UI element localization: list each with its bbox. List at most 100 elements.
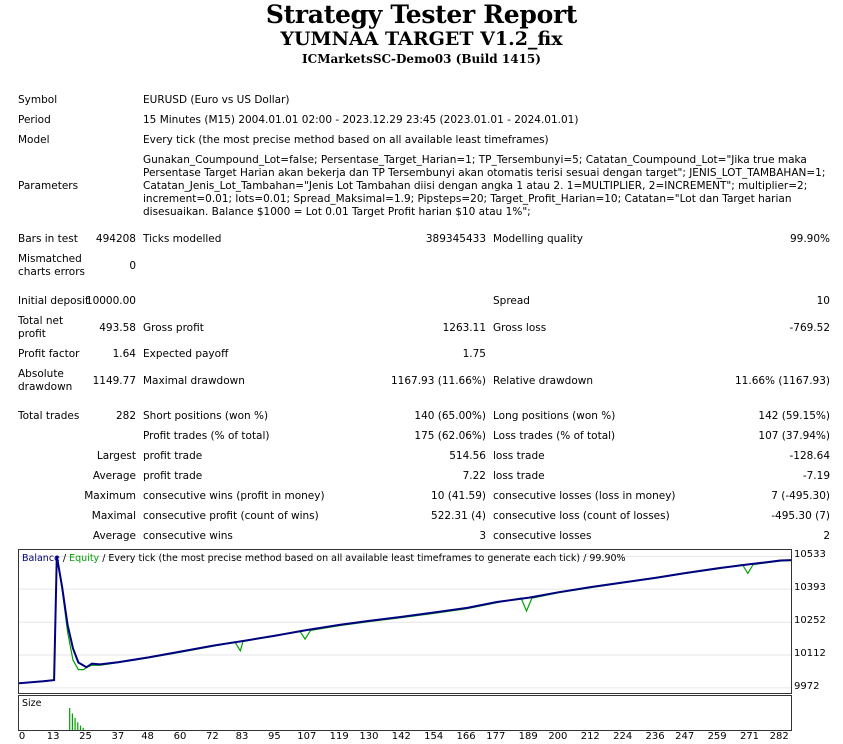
mq-value: 99.90% — [789, 233, 830, 245]
mq-label: Modelling quality — [493, 233, 583, 245]
model-value: Every tick (the most precise method base… — [143, 134, 549, 146]
size-chart-svg — [69, 708, 84, 730]
legend-equity: Equity — [69, 553, 100, 564]
size-bar — [69, 708, 71, 730]
maximal-cons-profit-value: 522.31 (4) — [431, 510, 486, 522]
x-tick-label: 166 — [456, 731, 476, 742]
y-tick-label: 9972 — [794, 680, 820, 692]
largest-profit-value: 514.56 — [449, 450, 486, 462]
x-tick-label: 200 — [548, 731, 568, 742]
balance-chart-svg — [19, 555, 791, 689]
ticks-label: Ticks modelled — [143, 233, 222, 245]
size-bar — [71, 713, 73, 730]
short-positions-value: 140 (65.00%) — [414, 410, 486, 422]
x-tick-label: 119 — [329, 731, 349, 742]
size-chart: Size — [18, 695, 792, 731]
legend-balance: Balance — [22, 553, 60, 564]
profit-factor-label: Profit factor — [18, 348, 80, 360]
avg-cons-wins-label: consecutive wins — [143, 530, 233, 542]
size-bar — [79, 725, 82, 730]
report-title: Strategy Tester Report — [265, 0, 578, 29]
profit-factor-value: 1.64 — [112, 348, 136, 360]
x-tick-label: 0 — [18, 731, 26, 742]
average-label: Average — [92, 470, 136, 482]
x-tick-label: 37 — [111, 731, 125, 742]
symbol-value: EURUSD (Euro vs US Dollar) — [143, 94, 290, 106]
long-positions-label: Long positions (won %) — [493, 410, 616, 422]
legend-description: / Every tick (the most precise method ba… — [99, 553, 626, 564]
size-bar — [77, 722, 79, 730]
parameters-value: Gunakan_Coumpound_Lot=false; Persentase_… — [143, 154, 826, 218]
average-loss-label: loss trade — [493, 470, 545, 482]
loss-trades-label: Loss trades (% of total) — [493, 430, 616, 442]
long-positions-value: 142 (59.15%) — [758, 410, 830, 422]
max-cons-wins-label: consecutive wins (profit in money) — [143, 490, 325, 502]
profit-trades-value: 175 (62.06%) — [414, 430, 486, 442]
y-tick-label: 10252 — [794, 615, 826, 627]
mismatch-value: 0 — [129, 260, 136, 272]
expected-payoff-value: 1.75 — [462, 348, 486, 360]
spread-label: Spread — [493, 295, 530, 307]
x-tick-label: 224 — [613, 731, 633, 742]
avg-cons-label: Average — [92, 530, 136, 542]
absolute-drawdown-label: Absolute drawdown — [18, 368, 73, 393]
relative-drawdown-label: Relative drawdown — [493, 375, 594, 387]
x-tick-label: 154 — [424, 731, 444, 742]
x-tick-label: 282 — [769, 731, 789, 742]
x-tick-label: 72 — [205, 731, 219, 742]
average-loss-value: -7.19 — [802, 470, 830, 482]
avg-cons-wins-value: 3 — [479, 530, 486, 542]
x-tick-label: 60 — [173, 731, 187, 742]
x-tick-label: 142 — [391, 731, 411, 742]
x-tick-label: 212 — [580, 731, 600, 742]
total-trades-value: 282 — [115, 410, 136, 422]
size-bar — [74, 717, 76, 730]
relative-drawdown-value: 11.66% (1167.93) — [735, 375, 830, 387]
legend-separator: / — [59, 553, 70, 564]
x-tick-label: 177 — [486, 731, 506, 742]
profit-trades-label: Profit trades (% of total) — [143, 430, 270, 442]
average-profit-value: 7.22 — [462, 470, 486, 482]
max-cons-wins-value: 10 (41.59) — [431, 490, 486, 502]
gross-profit-label: Gross profit — [143, 322, 204, 334]
largest-loss-value: -128.64 — [789, 450, 830, 462]
net-profit-value: 493.58 — [99, 322, 136, 334]
largest-profit-label: profit trade — [143, 450, 203, 462]
x-tick-label: 259 — [707, 731, 727, 742]
absolute-drawdown-value: 1149.77 — [92, 375, 136, 387]
maximum-label: Maximum — [84, 490, 136, 502]
total-trades-label: Total trades — [18, 410, 80, 422]
bars-value: 494208 — [95, 233, 136, 245]
short-positions-label: Short positions (won %) — [143, 410, 269, 422]
max-cons-losses-label: consecutive losses (loss in money) — [493, 490, 676, 502]
avg-cons-losses-value: 2 — [823, 530, 830, 542]
mismatch-label: Mismatched charts errors — [18, 253, 85, 278]
maximal-label: Maximal — [91, 510, 136, 522]
gross-profit-value: 1263.11 — [442, 322, 486, 334]
maximal-drawdown-value: 1167.93 (11.66%) — [391, 375, 486, 387]
gross-loss-value: -769.52 — [789, 322, 830, 334]
largest-loss-label: loss trade — [493, 450, 545, 462]
maximal-cons-profit-label: consecutive profit (count of wins) — [143, 510, 319, 522]
x-tick-label: 189 — [518, 731, 538, 742]
ea-name: YUMNAA TARGET V1.2_fix — [280, 28, 563, 50]
parameters-label: Parameters — [18, 180, 79, 192]
largest-label: Largest — [96, 450, 136, 462]
average-profit-label: profit trade — [143, 470, 203, 482]
initial-deposit-value: 10000.00 — [85, 295, 136, 307]
maximal-drawdown-label: Maximal drawdown — [143, 375, 245, 387]
model-label: Model — [18, 134, 50, 146]
x-tick-label: 95 — [268, 731, 281, 742]
symbol-label: Symbol — [18, 94, 58, 106]
loss-trades-value: 107 (37.94%) — [758, 430, 830, 442]
size-bar — [82, 727, 84, 730]
ticks-value: 389345433 — [425, 233, 486, 245]
x-tick-label: 247 — [675, 731, 695, 742]
spread-value: 10 — [816, 295, 830, 307]
y-tick-label: 10393 — [794, 582, 826, 594]
gross-loss-label: Gross loss — [493, 322, 547, 334]
expected-payoff-label: Expected payoff — [143, 348, 229, 360]
avg-cons-losses-label: consecutive losses — [493, 530, 592, 542]
max-cons-losses-value: 7 (-495.30) — [771, 490, 830, 502]
maximal-cons-loss-label: consecutive loss (count of losses) — [493, 510, 670, 522]
